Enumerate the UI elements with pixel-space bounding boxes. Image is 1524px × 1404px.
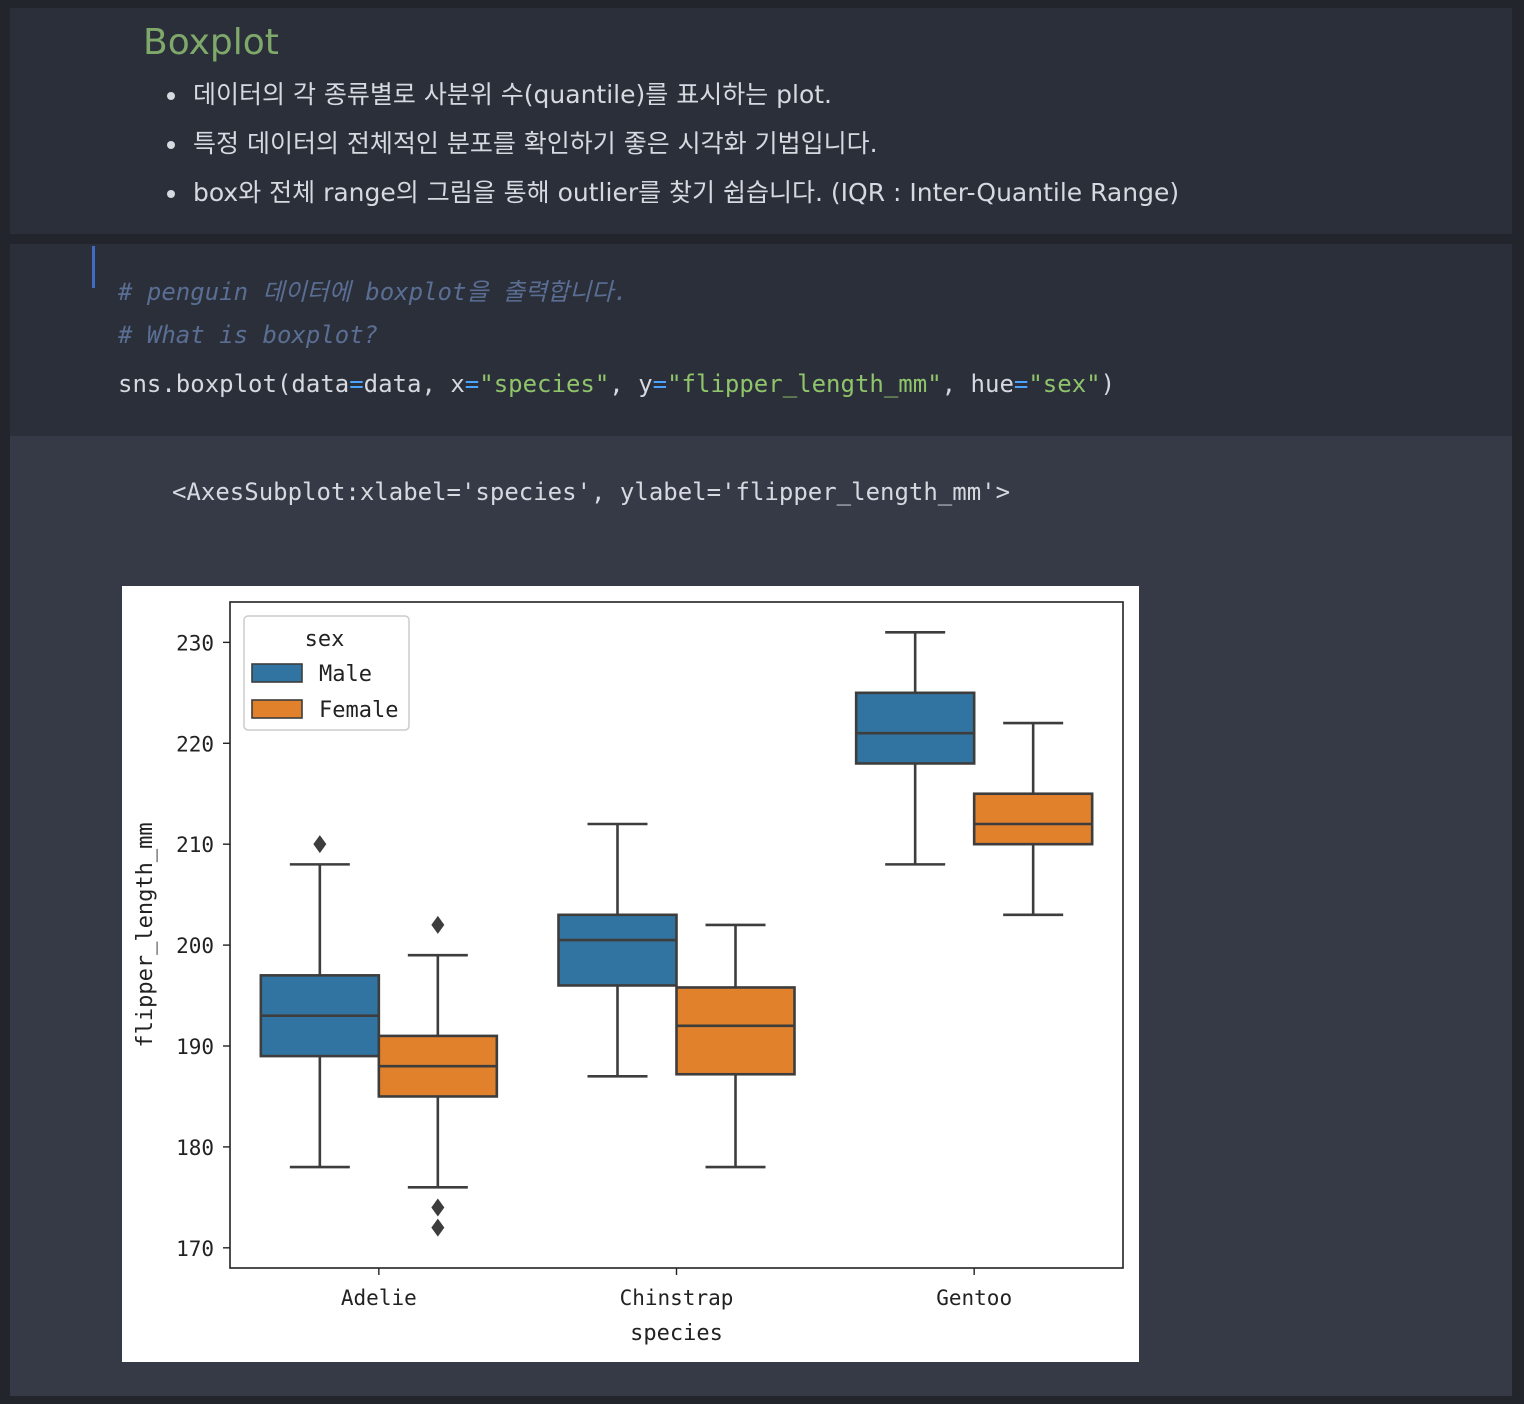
code-token: ) [1100, 370, 1116, 398]
bullet-item: 특정 데이터의 전체적인 분포를 확인하기 좋은 시각화 기법입니다. [165, 127, 1179, 176]
legend-title: sex [305, 627, 345, 652]
outlier-point [431, 915, 445, 934]
outlier-point [431, 1218, 445, 1237]
output-cell: <AxesSubplot:xlabel='species', ylabel='f… [10, 436, 1512, 1396]
legend-label: Male [319, 662, 372, 687]
y-tick-label: 210 [176, 833, 214, 857]
legend-swatch-male [251, 663, 303, 683]
code-token: , y [609, 370, 653, 398]
code-statement-line: sns.boxplot(data=data, x="species", y="f… [118, 370, 1115, 398]
code-token: = [464, 370, 480, 398]
code-token: data, x [363, 370, 465, 398]
code-token: = [349, 370, 364, 398]
active-cell-indicator [92, 246, 95, 288]
legend-label: Female [319, 698, 398, 723]
outlier-point [431, 1198, 445, 1217]
legend-swatch-female [251, 699, 303, 719]
code-token: "flipper_length_mm" [667, 370, 942, 398]
code-token: "species" [479, 370, 610, 398]
code-comment-line: # penguin 데이터에 boxplot을 출력합니다. [118, 278, 628, 306]
x-tick-label: Adelie [341, 1286, 417, 1310]
code-token: = [1013, 370, 1029, 398]
code-token: = [652, 370, 668, 398]
outlier-point [313, 835, 327, 854]
box-male-chinstrap [557, 913, 678, 987]
y-tick-label: 170 [176, 1237, 214, 1261]
bullet-list: 데이터의 각 종류별로 사분위 수(quantile)를 표시하는 plot. … [165, 78, 1179, 225]
code-comment-line: # What is boxplot? [118, 321, 379, 349]
markdown-cell[interactable]: Boxplot 데이터의 각 종류별로 사분위 수(quantile)를 표시하… [10, 8, 1512, 234]
box-female-chinstrap [675, 986, 796, 1076]
section-title: Boxplot [143, 22, 279, 63]
boxplot-chart: 170 180 190 200 210 220 230 Adelie Chinstrap Gent… [133, 601, 1124, 1346]
y-tick-label: 200 [176, 934, 214, 958]
code-token: , hue [941, 370, 1014, 398]
boxplot-figure: 170 180 190 200 210 220 230 Adelie Chinstrap Gent… [122, 586, 1139, 1362]
y-tick-label: 190 [176, 1035, 214, 1059]
code-token: sns.boxplot(data [118, 370, 350, 398]
y-tick-label: 230 [176, 631, 214, 655]
bullet-item: 데이터의 각 종류별로 사분위 수(quantile)를 표시하는 plot. [165, 78, 1179, 127]
code-token: "sex" [1028, 370, 1101, 398]
box-male-gentoo [854, 691, 976, 765]
x-axis-title: species [630, 1321, 723, 1346]
x-tick-label: Chinstrap [620, 1286, 734, 1310]
bullet-item: box와 전체 range의 그림을 통해 outlier를 찾기 쉽습니다. … [165, 176, 1179, 225]
y-tick-label: 220 [176, 732, 214, 756]
y-axis-title: flipper_length_mm [133, 822, 158, 1047]
box-female-gentoo [972, 792, 1094, 846]
output-repr-text: <AxesSubplot:xlabel='species', ylabel='f… [172, 478, 1011, 506]
x-tick-label: Gentoo [936, 1286, 1012, 1310]
code-cell[interactable]: # penguin 데이터에 boxplot을 출력합니다. # What is… [10, 244, 1512, 436]
y-tick-label: 180 [176, 1136, 214, 1160]
